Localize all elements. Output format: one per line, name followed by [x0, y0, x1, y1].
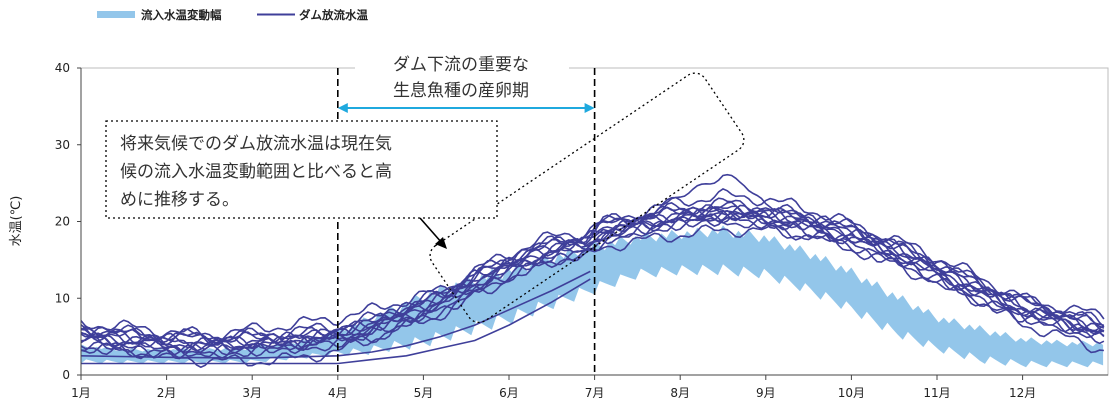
legend-band-label: 流入水温変動幅: [141, 8, 222, 22]
spawning-arrow-head-left: [337, 103, 348, 113]
x-tick-label: 11月: [923, 386, 950, 400]
dam-discharge-line: [81, 278, 591, 365]
y-tick-label: 40: [55, 61, 70, 75]
x-tick-label: 9月: [756, 386, 776, 400]
annotation-box: [105, 120, 498, 219]
x-tick-label: 8月: [670, 386, 690, 400]
plot-area: 0 10 20 30 40 1月 2月 3月 4月 5月 6月 7月 8月 9月 10月 11月 12月: [55, 61, 1109, 400]
y-ticks: 0 10 20 30 40: [55, 61, 81, 382]
x-ticks: 1月 2月 3月 4月 5月 6月 7月 8月 9月 10月 11月 12月: [71, 375, 1036, 400]
spawning-label-line1: ダム下流の重要な: [393, 55, 529, 75]
dam-discharge-line: [80, 197, 1105, 346]
x-tick-label: 6月: [499, 386, 519, 400]
spawning-label-bg: [355, 50, 569, 106]
x-tick-label: 10月: [838, 386, 865, 400]
annotation-line3: めに推移する。: [120, 190, 239, 210]
annotation-arrow: [419, 217, 443, 244]
dam-discharge-line: [80, 187, 1105, 342]
dam-discharge-line: [80, 205, 1105, 346]
x-tick-label: 7月: [585, 386, 605, 400]
inflow-band: [81, 225, 1104, 368]
x-tick-label: 1月: [71, 386, 91, 400]
x-tick-label: 12月: [1009, 386, 1036, 400]
annotation-arrow-head: [435, 237, 447, 249]
y-tick-label: 0: [62, 368, 70, 382]
x-tick-label: 5月: [414, 386, 434, 400]
legend-line-label: ダム放流水温: [299, 8, 368, 22]
spawning-period: ダム下流の重要な 生息魚種の産卵期: [336, 50, 596, 375]
legend: 流入水温変動幅 ダム放流水温: [97, 8, 368, 22]
annotation-line1: 将来気候でのダム放流水温は現在気: [120, 134, 392, 154]
inflow-band-layer: [81, 225, 1104, 368]
y-tick-label: 20: [55, 215, 70, 229]
highlight-region: [429, 72, 745, 324]
x-tick-label: 2月: [157, 386, 177, 400]
spawning-arrow-head-right: [584, 103, 595, 113]
annotation-line2: 候の流入水温変動範囲と比べると高: [120, 162, 392, 182]
legend-band-swatch: [97, 11, 135, 18]
y-axis-title: 水温(℃): [9, 196, 24, 247]
x-tick-label: 4月: [328, 386, 348, 400]
dam-discharge-line: [594, 173, 810, 235]
y-tick-label: 10: [55, 291, 70, 305]
spawning-label-line2: 生息魚種の産卵期: [393, 81, 529, 101]
y-tick-label: 30: [55, 138, 70, 152]
dam-discharge-line: [80, 270, 591, 359]
dam-discharge-line: [80, 207, 1105, 352]
x-tick-label: 3月: [242, 386, 262, 400]
annotation: 将来気候でのダム放流水温は現在気 候の流入水温変動範囲と比べると高 めに推移する…: [105, 72, 745, 324]
